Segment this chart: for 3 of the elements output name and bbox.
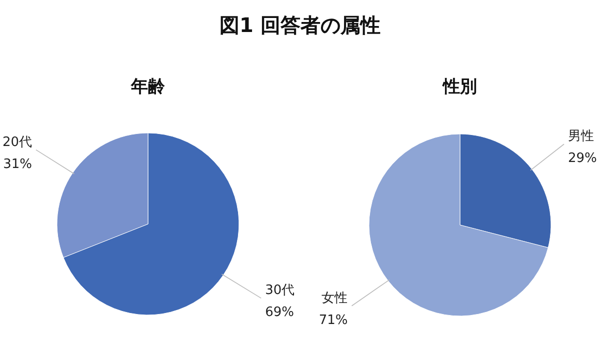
chart-title: 年齢 bbox=[130, 77, 166, 97]
caption: 図1 回答者の属性 bbox=[220, 13, 380, 37]
chart-title: 性別 bbox=[442, 77, 477, 97]
